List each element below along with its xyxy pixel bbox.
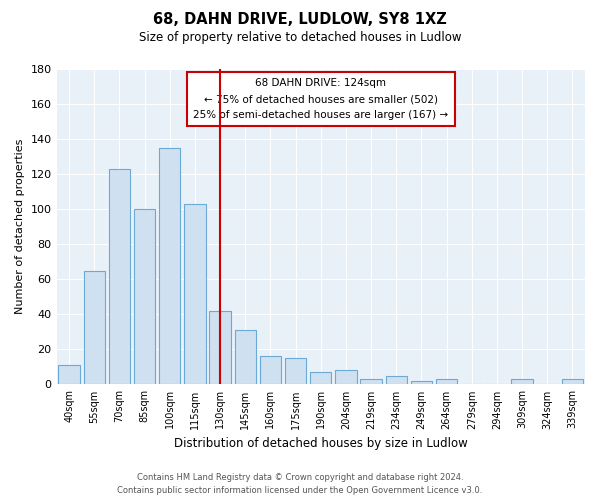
Bar — [310, 372, 331, 384]
Y-axis label: Number of detached properties: Number of detached properties — [15, 139, 25, 314]
Bar — [386, 376, 407, 384]
Bar — [83, 270, 105, 384]
Bar — [209, 311, 231, 384]
Bar — [285, 358, 307, 384]
Bar — [411, 381, 432, 384]
Bar — [436, 379, 457, 384]
Text: Contains HM Land Registry data © Crown copyright and database right 2024.
Contai: Contains HM Land Registry data © Crown c… — [118, 474, 482, 495]
Bar — [159, 148, 181, 384]
Text: 68 DAHN DRIVE: 124sqm
← 75% of detached houses are smaller (502)
25% of semi-det: 68 DAHN DRIVE: 124sqm ← 75% of detached … — [193, 78, 448, 120]
Bar — [134, 209, 155, 384]
Bar — [109, 169, 130, 384]
Bar — [235, 330, 256, 384]
Bar — [361, 379, 382, 384]
Bar — [58, 365, 80, 384]
Bar — [511, 379, 533, 384]
Bar — [260, 356, 281, 384]
X-axis label: Distribution of detached houses by size in Ludlow: Distribution of detached houses by size … — [174, 437, 467, 450]
Bar — [184, 204, 206, 384]
Text: 68, DAHN DRIVE, LUDLOW, SY8 1XZ: 68, DAHN DRIVE, LUDLOW, SY8 1XZ — [153, 12, 447, 28]
Bar — [562, 379, 583, 384]
Text: Size of property relative to detached houses in Ludlow: Size of property relative to detached ho… — [139, 31, 461, 44]
Bar — [335, 370, 356, 384]
